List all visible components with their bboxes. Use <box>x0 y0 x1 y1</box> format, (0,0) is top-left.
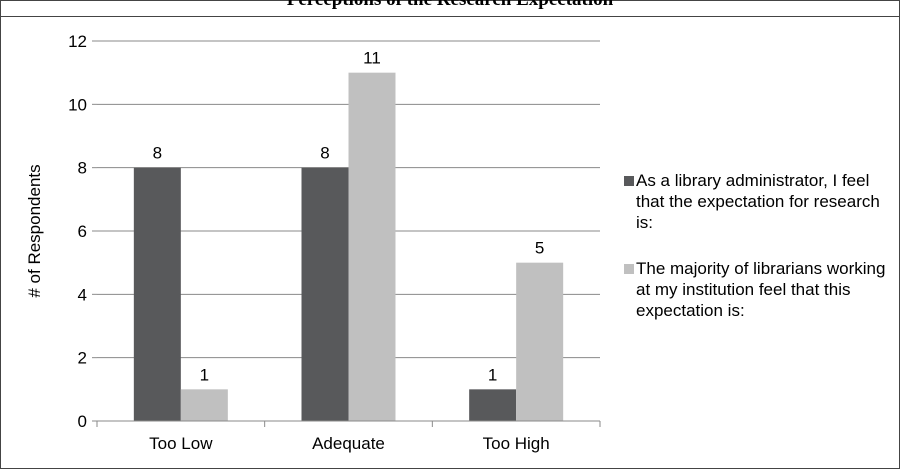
y-axis-title: # of Respondents <box>25 164 44 297</box>
y-tick-label: 12 <box>68 32 87 51</box>
x-tick-label: Too High <box>483 434 550 453</box>
bar <box>180 389 228 421</box>
y-tick-label: 4 <box>78 285 87 304</box>
title-strip: Perceptions of the Research Expectation <box>0 0 900 17</box>
data-label: 1 <box>200 365 209 384</box>
legend-swatch-administrator <box>624 176 634 186</box>
bar <box>469 389 517 421</box>
data-label: 11 <box>363 49 381 68</box>
y-tick-label: 6 <box>78 222 87 241</box>
bar <box>516 262 564 421</box>
y-tick-label: 8 <box>78 159 87 178</box>
legend-label-administrator: As a library administrator, I feel that … <box>636 171 880 232</box>
bar <box>133 167 181 421</box>
bar <box>348 72 396 422</box>
bar <box>301 167 349 421</box>
y-tick-label: 10 <box>68 95 87 114</box>
chart-title: Perceptions of the Research Expectation <box>0 0 900 11</box>
data-label: 1 <box>488 365 497 384</box>
data-label: 8 <box>153 144 162 163</box>
legend-label-librarians: The majority of librarians working at my… <box>636 259 886 320</box>
x-tick-label: Adequate <box>312 434 385 453</box>
data-label: 8 <box>320 144 329 163</box>
legend-swatch-librarians <box>624 264 634 274</box>
y-tick-label: 2 <box>78 349 87 368</box>
y-tick-label: 0 <box>78 412 87 431</box>
x-tick-label: Too Low <box>149 434 213 453</box>
data-label: 5 <box>535 239 544 258</box>
